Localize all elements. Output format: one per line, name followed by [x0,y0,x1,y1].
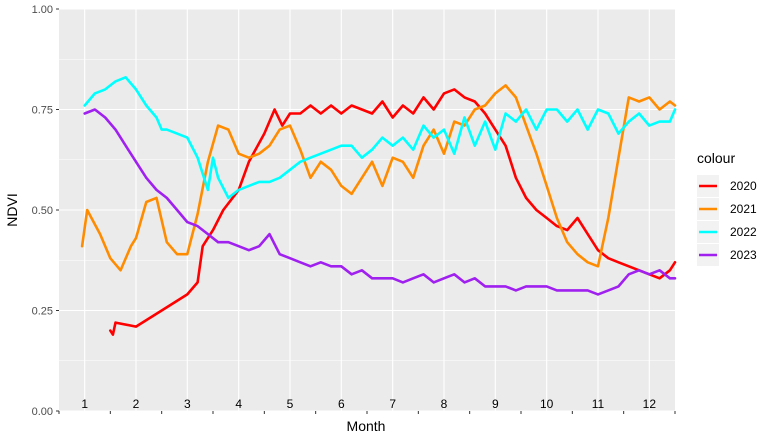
legend-label-2020: 2020 [730,179,757,193]
month-labels: 1 2 3 4 5 6 7 8 9 10 11 12 [81,397,656,411]
month-label: 4 [235,397,242,411]
y-tick-label: 0.75 [32,105,53,117]
y-axis: 0.00 0.25 0.50 0.75 1.00 [32,4,59,418]
month-label: 2 [133,397,140,411]
x-ticks [58,411,676,414]
y-tick-label: 0.00 [32,406,53,418]
y-axis-title: NDVI [4,193,20,226]
month-label: 6 [338,397,345,411]
month-label: 3 [184,397,191,411]
y-tick-label: 0.25 [32,306,53,318]
legend-label-2023: 2023 [730,248,757,262]
month-label: 9 [492,397,499,411]
month-label: 7 [389,397,396,411]
month-label: 5 [287,397,294,411]
series-line-2020 [109,88,677,336]
series-line-2022 [83,76,677,200]
month-label: 8 [441,397,448,411]
series-layer [80,76,677,336]
month-label: 1 [81,397,88,411]
y-tick-label: 0.50 [32,205,53,217]
month-label: 12 [643,397,657,411]
month-label: 10 [540,397,554,411]
y-tick-label: 1.00 [32,4,53,16]
legend-label-2022: 2022 [730,225,757,239]
month-label: 11 [592,397,605,411]
x-axis-title: Month [347,418,386,434]
legend: colour 2020 2021 2022 2023 [697,150,757,266]
legend-label-2021: 2021 [730,202,757,216]
legend-title: colour [697,150,735,166]
series-line-2021 [80,84,677,272]
series-line-2023 [83,108,677,296]
